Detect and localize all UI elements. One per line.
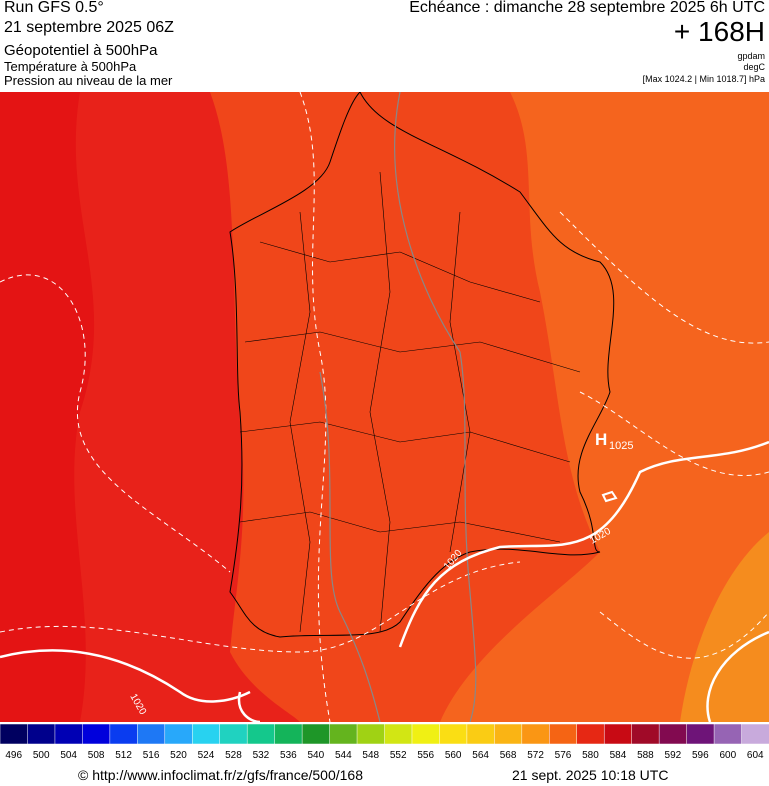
lead-time: + 168H [673,16,765,47]
field [680,532,769,722]
scale-label: 604 [747,750,764,761]
scale-label: 496 [5,750,22,761]
subtitle: Pression au niveau de la mer [4,73,173,88]
scale-label: 552 [390,750,407,761]
geopotential [319,92,477,722]
isobar [601,490,618,503]
scale-label: 548 [362,750,379,761]
color-swatch [741,724,769,745]
colorbar: 496 500 504 508 512 516 520 524 528 532 536 540 544 5… [0,724,769,761]
color-swatch [384,724,413,745]
scale-label: 588 [637,750,654,761]
color-swatch [192,724,221,745]
scale-label: 560 [445,750,462,761]
color-swatch [356,724,386,745]
scale-label: 504 [60,750,77,761]
color-swatch [301,724,331,745]
color-swatch [219,724,248,745]
scale-label: 516 [143,750,160,761]
color-swatch [246,724,276,745]
coastline [229,92,615,638]
color-swatch [713,724,743,745]
scale-label: 568 [500,750,517,761]
color-swatch [137,724,166,745]
scale-label: 528 [225,750,242,761]
color-swatch [494,724,523,745]
color-swatch [329,724,358,745]
subtitle: Température à 500hPa [4,59,137,74]
unit: degC [743,62,765,72]
field [440,92,769,722]
high-symbol: H [595,430,607,449]
departments [239,171,581,633]
field [0,92,95,722]
color-swatch [54,724,84,745]
scale-label: 520 [170,750,187,761]
range: [Max 1024.2 | Min 1018.7] hPa [642,74,765,84]
color-swatch [82,724,111,745]
map: H 1025 1020 1020 1020 [0,92,769,722]
scale-label: 500 [33,750,50,761]
run: Run GFS 0.5° [4,0,104,16]
scale-label: 540 [307,750,324,761]
color-swatch [631,724,660,745]
scale-label: 532 [253,750,270,761]
color-swatch [658,724,688,745]
color-swatch [164,724,194,745]
scale-label: 564 [472,750,489,761]
scale-label: 600 [719,750,736,761]
color-swatch [411,724,441,745]
scale-label: 592 [665,750,682,761]
isotherm [0,92,769,722]
color-swatch [27,724,56,745]
timestamp: 21 sept. 2025 10:18 UTC [512,767,669,783]
color-swatch [549,724,578,745]
scale-label: 544 [335,750,352,761]
scale-label: 512 [115,750,132,761]
scale-label: 524 [198,750,215,761]
run-date: 21 septembre 2025 06Z [4,19,174,36]
title: Géopotentiel à 500hPa [4,42,158,59]
scale-label: 556 [417,750,434,761]
scale-label: 576 [555,750,572,761]
high-value: 1025 [609,440,633,452]
color-swatch [439,724,468,745]
source-url: © http://www.infoclimat.fr/z/gfs/france/… [78,767,363,783]
color-swatch [521,724,551,745]
color-swatch [466,724,496,745]
scale-label: 536 [280,750,297,761]
color-swatch [686,724,715,745]
color-swatch [109,724,139,745]
color-swatch [0,724,29,745]
scale-label: 580 [582,750,599,761]
scale-label: 584 [610,750,627,761]
scale-label: 508 [88,750,105,761]
color-swatch [576,724,605,745]
scale-label: 572 [527,750,544,761]
isobar [0,440,769,722]
unit: gpdam [737,51,765,61]
forecast: Echéance : dimanche 28 septembre 2025 6h… [409,0,765,16]
color-swatch [603,724,633,745]
color-swatch [274,724,303,745]
scale-label: 596 [692,750,709,761]
